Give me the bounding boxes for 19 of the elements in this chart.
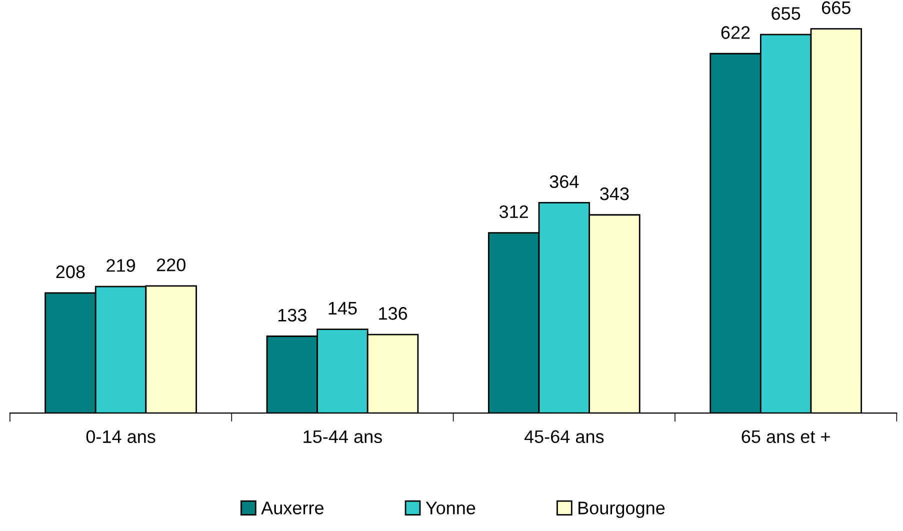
data-label: 364 [550,175,579,188]
x-tick-label: 0-14 ans [86,430,156,444]
data-label: 665 [822,1,850,14]
data-label: 219 [106,259,135,272]
data-label: 133 [278,308,306,322]
data-label: 220 [156,258,186,272]
data-label: 655 [772,7,800,20]
x-tick-label: 65 ans et + [742,430,830,444]
data-label: 343 [600,187,629,200]
legend-label: Yonne [426,502,476,514]
data-label: 145 [328,302,357,315]
data-label: 622 [721,26,750,39]
x-tick-label: 15-44 ans [304,430,382,444]
data-label: 312 [499,205,528,218]
legend-label: Bourgogne [578,502,665,518]
data-label: 208 [56,265,85,278]
data-label: 136 [379,307,408,320]
legend-label: Auxerre [261,502,324,514]
x-tick-label: 45-64 ans [524,430,604,444]
